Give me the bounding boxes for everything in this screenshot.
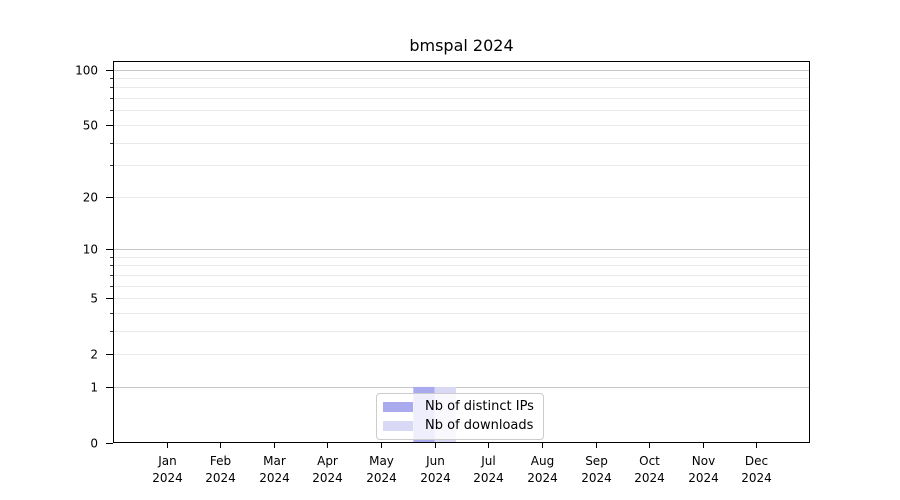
x-tick-label-month: Oct xyxy=(639,454,660,468)
plot-border xyxy=(113,61,810,443)
x-tick-label-year: 2024 xyxy=(312,471,343,485)
x-tick-label-month: Dec xyxy=(745,454,768,468)
x-tick-label-month: Jun xyxy=(425,454,445,468)
legend: Nb of distinct IPs Nb of downloads xyxy=(376,393,544,440)
x-tick-label-month: May xyxy=(369,454,394,468)
x-tick-label-month: Jan xyxy=(157,454,177,468)
y-tick-label: 5 xyxy=(90,292,98,306)
x-tick-label-year: 2024 xyxy=(366,471,397,485)
x-tick-label-year: 2024 xyxy=(205,471,236,485)
x-tick-label-year: 2024 xyxy=(741,471,772,485)
x-tick-label-year: 2024 xyxy=(473,471,504,485)
x-tick-label-year: 2024 xyxy=(152,471,183,485)
y-tick-label: 0 xyxy=(90,437,98,451)
legend-label-downloads: Nb of downloads xyxy=(425,418,534,433)
legend-swatch-distinct-ips xyxy=(383,401,413,412)
x-tick-label-month: Nov xyxy=(692,454,715,468)
x-tick-label-month: Apr xyxy=(317,454,338,468)
y-tick-label: 50 xyxy=(83,119,98,133)
legend-swatch-downloads xyxy=(383,420,413,431)
x-tick-label-month: Feb xyxy=(210,454,231,468)
x-tick-label-month: Jul xyxy=(480,454,495,468)
x-tick-label-year: 2024 xyxy=(581,471,612,485)
x-tick-label-month: Sep xyxy=(585,454,608,468)
legend-row-downloads: Nb of downloads xyxy=(383,416,534,435)
x-tick-label-month: Mar xyxy=(263,454,286,468)
x-tick-label-month: Aug xyxy=(531,454,554,468)
legend-row-distinct-ips: Nb of distinct IPs xyxy=(383,397,534,416)
x-tick-label-year: 2024 xyxy=(634,471,665,485)
legend-label-distinct-ips: Nb of distinct IPs xyxy=(425,399,534,414)
y-tick-label: 20 xyxy=(83,191,98,205)
y-tick-label: 100 xyxy=(75,64,98,78)
x-tick-label-year: 2024 xyxy=(688,471,719,485)
x-tick-label-year: 2024 xyxy=(259,471,290,485)
y-tick-label: 1 xyxy=(90,381,98,395)
x-tick-label-year: 2024 xyxy=(420,471,451,485)
chart-title: bmspal 2024 xyxy=(409,36,514,55)
y-tick-label: 2 xyxy=(90,348,98,362)
y-tick-label: 10 xyxy=(83,243,98,257)
x-tick-label-year: 2024 xyxy=(527,471,558,485)
